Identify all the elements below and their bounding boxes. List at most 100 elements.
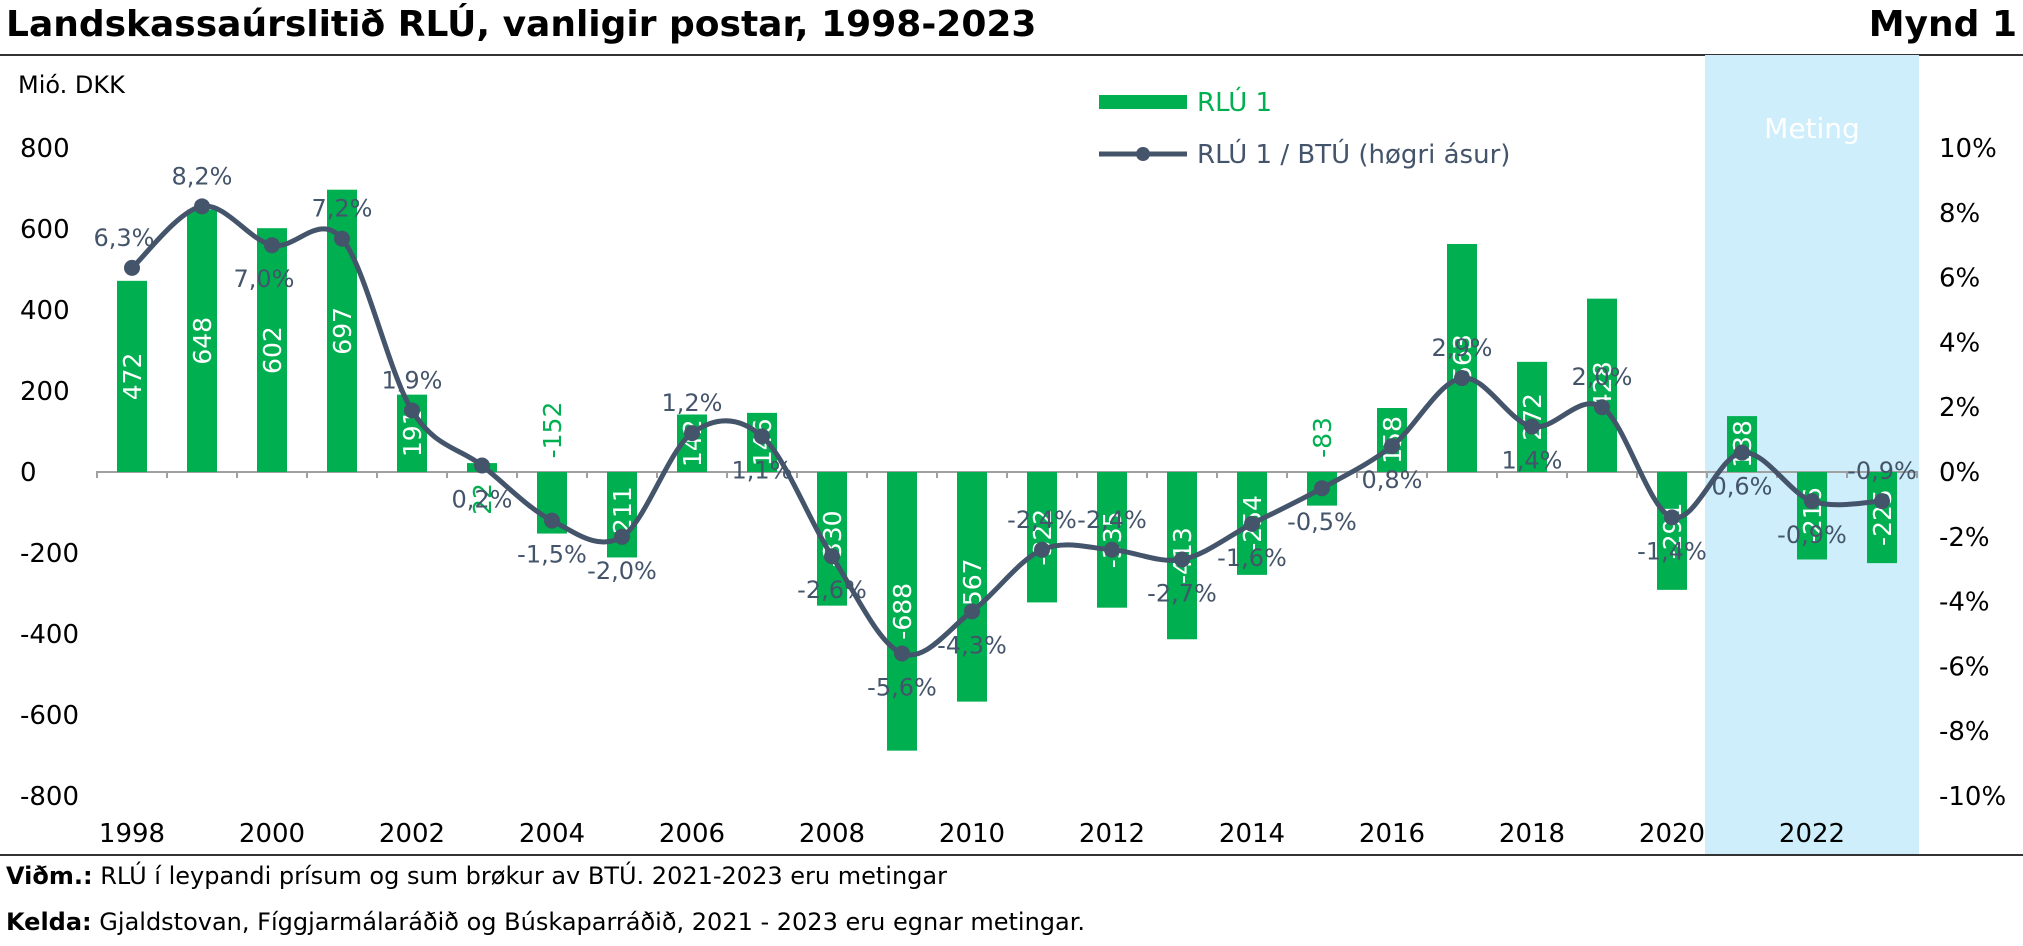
source-label: Kelda: xyxy=(6,908,92,936)
y-unit-label: Mió. DKK xyxy=(18,71,126,99)
line-point xyxy=(1524,418,1540,435)
line-point xyxy=(1174,551,1190,568)
line-point xyxy=(1454,370,1470,387)
line-point xyxy=(1384,438,1400,455)
bar-value-label: -152 xyxy=(538,402,567,459)
legend-bar-label: RLÚ 1 xyxy=(1197,86,1272,118)
line-value-label: 1,2% xyxy=(662,389,723,417)
bar xyxy=(117,280,147,472)
bar-value-label: 648 xyxy=(188,317,217,365)
bar xyxy=(1587,298,1617,472)
y-left-tick-label: 200 xyxy=(20,377,70,407)
note-text: RLÚ í leypandi prísum og sum brøkur av B… xyxy=(100,862,947,890)
x-tick-label: 2004 xyxy=(519,819,585,849)
line-point xyxy=(1594,399,1610,416)
y-right-tick-label: -4% xyxy=(1939,588,1990,618)
y-left-tick-label: -400 xyxy=(20,620,79,650)
series-line xyxy=(130,203,1883,658)
line-value-label: 1,4% xyxy=(1502,447,1563,475)
bar-value-label: -688 xyxy=(888,583,917,640)
bar xyxy=(1727,416,1757,472)
line-value-label: 6,3% xyxy=(94,224,155,252)
line-value-label: -0,9% xyxy=(1847,457,1917,485)
line-value-label: 7,2% xyxy=(312,195,373,223)
line-value-label: -2,6% xyxy=(797,576,867,604)
bar-value-label: 697 xyxy=(328,307,357,355)
line-value-label: -1,5% xyxy=(517,541,587,569)
bar-value-label: 22 xyxy=(468,483,497,515)
line-value-label: -2,4% xyxy=(1077,506,1147,534)
bar xyxy=(1027,472,1057,603)
line-point xyxy=(964,603,980,620)
note-label: Viðm.: xyxy=(6,862,93,890)
line-point xyxy=(334,230,350,247)
line-value-label: 1,1% xyxy=(732,456,793,484)
y-left-tick-label: 800 xyxy=(20,134,70,164)
line-value-label: 2,9% xyxy=(1432,334,1493,362)
bar-value-label: -83 xyxy=(1308,417,1337,458)
line-value-label: 0,8% xyxy=(1362,466,1423,494)
line-value-label: 8,2% xyxy=(172,162,233,190)
x-tick-label: 2018 xyxy=(1499,819,1565,849)
y-right-tick-label: 4% xyxy=(1939,328,1980,358)
line-point xyxy=(194,198,210,215)
chart-title: Landskassaúrslitið RLÚ, vanligir postar,… xyxy=(6,4,1037,45)
x-tick-label: 2010 xyxy=(939,819,1005,849)
source-line: Kelda: Gjaldstovan, Fíggjarmálaráðið og … xyxy=(6,908,1085,936)
line-value-label: -1,4% xyxy=(1637,537,1707,565)
forecast-label: Meting xyxy=(1764,112,1860,145)
y-right-tick-label: -6% xyxy=(1939,652,1990,682)
line-point xyxy=(824,548,840,565)
y-left-tick-label: 400 xyxy=(20,296,70,326)
line-value-label: -2,7% xyxy=(1147,579,1217,607)
y-right-tick-label: 8% xyxy=(1939,199,1980,229)
top-rule xyxy=(0,54,2023,56)
line-value-label: -2,0% xyxy=(587,557,657,585)
y-right-tick-label: -8% xyxy=(1939,717,1990,747)
line-point xyxy=(1874,493,1890,510)
bar-value-label: 602 xyxy=(258,326,287,374)
bar xyxy=(1657,472,1687,590)
bar xyxy=(887,472,917,751)
line-point xyxy=(1804,493,1820,510)
y-right-tick-label: 10% xyxy=(1939,134,1997,164)
bar xyxy=(957,472,987,702)
y-right-tick-label: 0% xyxy=(1939,458,1980,488)
line-value-label: -5,6% xyxy=(867,673,937,701)
bar xyxy=(1517,361,1547,472)
line-point xyxy=(1314,480,1330,497)
line-point xyxy=(124,259,140,276)
note-line: Viðm.: RLÚ í leypandi prísum og sum brøk… xyxy=(6,862,947,890)
legend: RLÚ 1 RLÚ 1 / BTÚ (høgri ásur) xyxy=(1099,86,1510,170)
line-point xyxy=(684,425,700,442)
x-tick-label: 1998 xyxy=(99,819,165,849)
bottom-rule xyxy=(0,854,2023,856)
x-tick-label: 2006 xyxy=(659,819,725,849)
y-left-tick-label: -800 xyxy=(20,782,79,812)
bar xyxy=(257,228,287,472)
legend-line-label: RLÚ 1 / BTÚ (høgri ásur) xyxy=(1197,138,1510,170)
legend-bar-swatch xyxy=(1099,95,1187,109)
chart-header: Landskassaúrslitið RLÚ, vanligir postar,… xyxy=(0,0,2023,54)
bar xyxy=(1797,472,1827,560)
y-right-tick-label: -10% xyxy=(1939,782,2006,812)
y-left-tick-label: 0 xyxy=(20,458,37,488)
line-value-label: 2,0% xyxy=(1572,363,1633,391)
line-point xyxy=(474,457,490,474)
line-point xyxy=(614,528,630,545)
bar xyxy=(1867,472,1897,564)
line-point xyxy=(754,428,770,445)
y-left-tick-label: -600 xyxy=(20,701,79,731)
bar-value-label: 138 xyxy=(1728,420,1757,468)
line-point xyxy=(1244,515,1260,532)
y-right-tick-label: 6% xyxy=(1939,264,1980,294)
line-point xyxy=(1734,444,1750,461)
line-value-label: -1,6% xyxy=(1217,544,1287,572)
line-point xyxy=(404,402,420,419)
line-value-label: 0,2% xyxy=(452,486,513,514)
line-point xyxy=(1104,541,1120,558)
line-value-label: -0,5% xyxy=(1287,508,1357,536)
bar xyxy=(1097,472,1127,608)
line-value-label: 7,0% xyxy=(234,265,295,293)
